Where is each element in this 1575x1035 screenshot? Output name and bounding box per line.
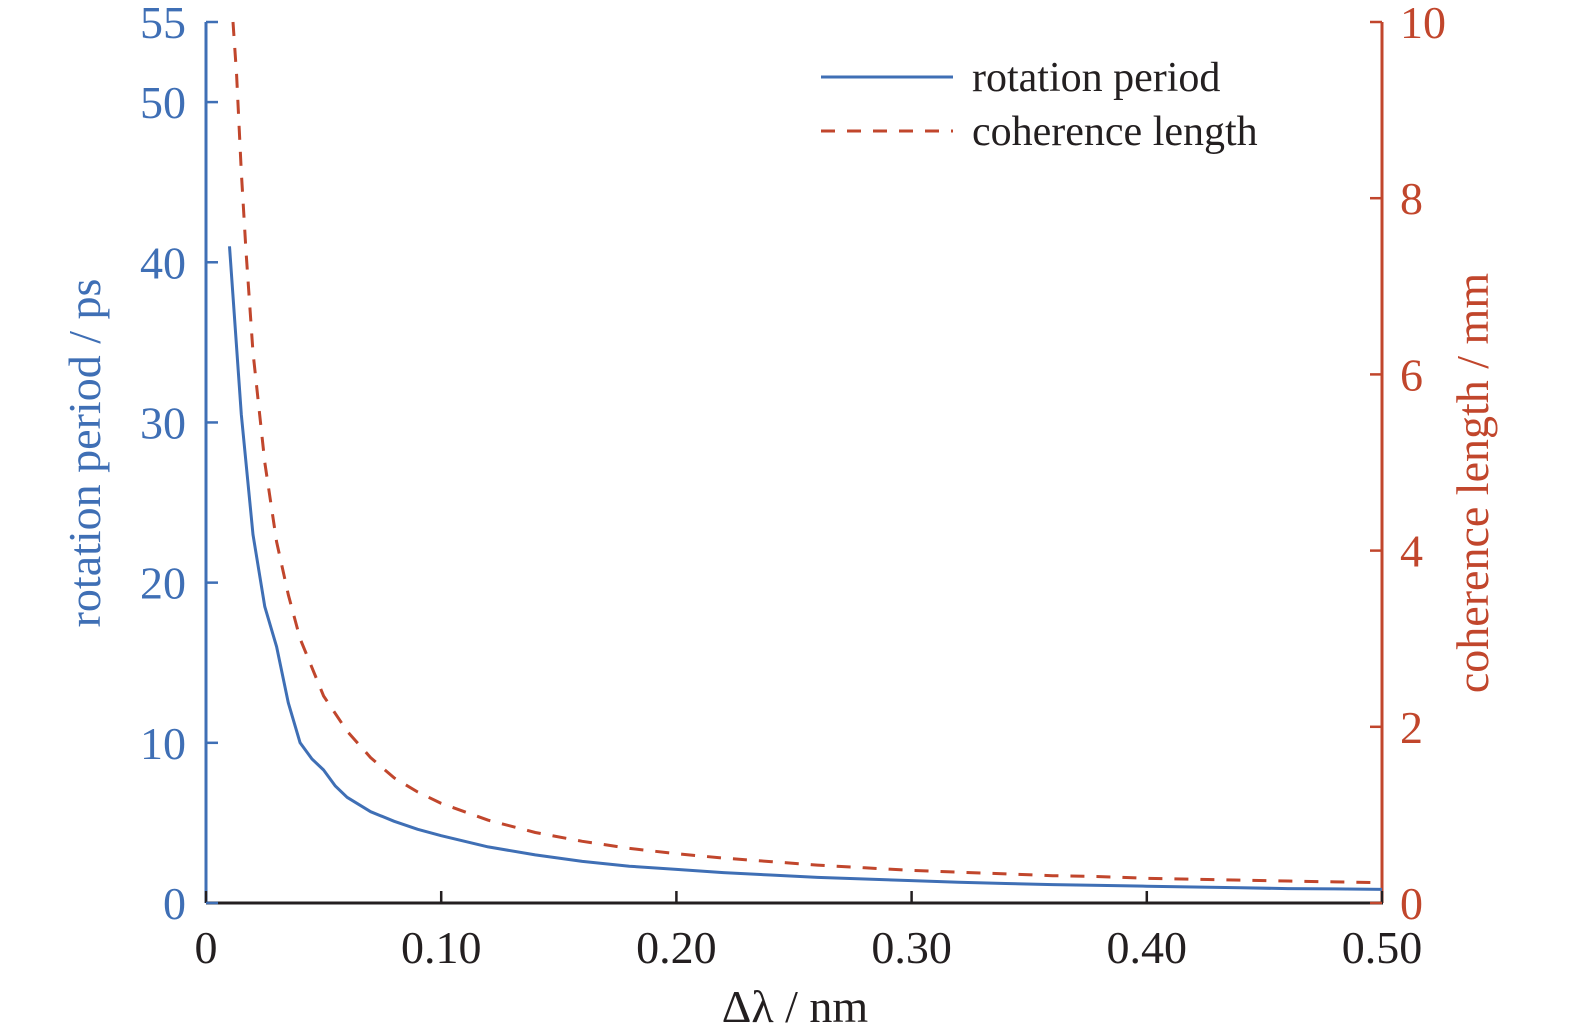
- right-y-axis-ticks: 0 2 4 6 8 10: [1370, 0, 1446, 929]
- x-tick-label: 0.20: [636, 922, 717, 973]
- left-y-tick-label: 50: [140, 77, 186, 128]
- x-axis-ticks: 0 0.10 0.20 0.30 0.40 0.50: [195, 891, 1423, 973]
- x-tick-label: 0.50: [1342, 922, 1423, 973]
- series-line-rotation-period: [228, 246, 1383, 891]
- left-y-tick-label: 55: [140, 0, 186, 48]
- x-axis-title: Δλ / nm: [722, 981, 869, 1032]
- x-tick-label: 0.40: [1107, 922, 1188, 973]
- x-tick-label: 0.30: [871, 922, 952, 973]
- right-y-tick-label: 8: [1400, 173, 1423, 224]
- left-y-tick-label: 10: [140, 718, 186, 769]
- left-y-axis-title: rotation period / ps: [59, 279, 110, 628]
- right-y-axis-title: coherence length / mm: [1447, 273, 1498, 693]
- x-tick-label: 0.10: [401, 922, 482, 973]
- legend: rotation period coherence length: [821, 55, 1258, 155]
- left-y-tick-label: 30: [140, 397, 186, 448]
- left-y-tick-label: 40: [140, 237, 186, 288]
- left-y-tick-label: 0: [163, 878, 186, 929]
- legend-label-coherence-length: coherence length: [972, 109, 1258, 155]
- series-layer: [228, 21, 1383, 891]
- right-y-tick-label: 2: [1400, 702, 1423, 753]
- right-y-tick-label: 4: [1400, 526, 1423, 577]
- right-y-tick-label: 0: [1400, 878, 1423, 929]
- left-y-tick-label: 20: [140, 558, 186, 609]
- right-y-tick-label: 10: [1400, 0, 1446, 48]
- series-line-coherence-length: [231, 21, 1383, 885]
- x-tick-label: 0: [195, 922, 218, 973]
- plot-frame: [204, 22, 1384, 905]
- right-y-tick-label: 6: [1400, 349, 1423, 400]
- left-y-axis-ticks: 0 10 20 30 40 50 55: [140, 0, 218, 929]
- legend-label-rotation-period: rotation period: [972, 55, 1220, 101]
